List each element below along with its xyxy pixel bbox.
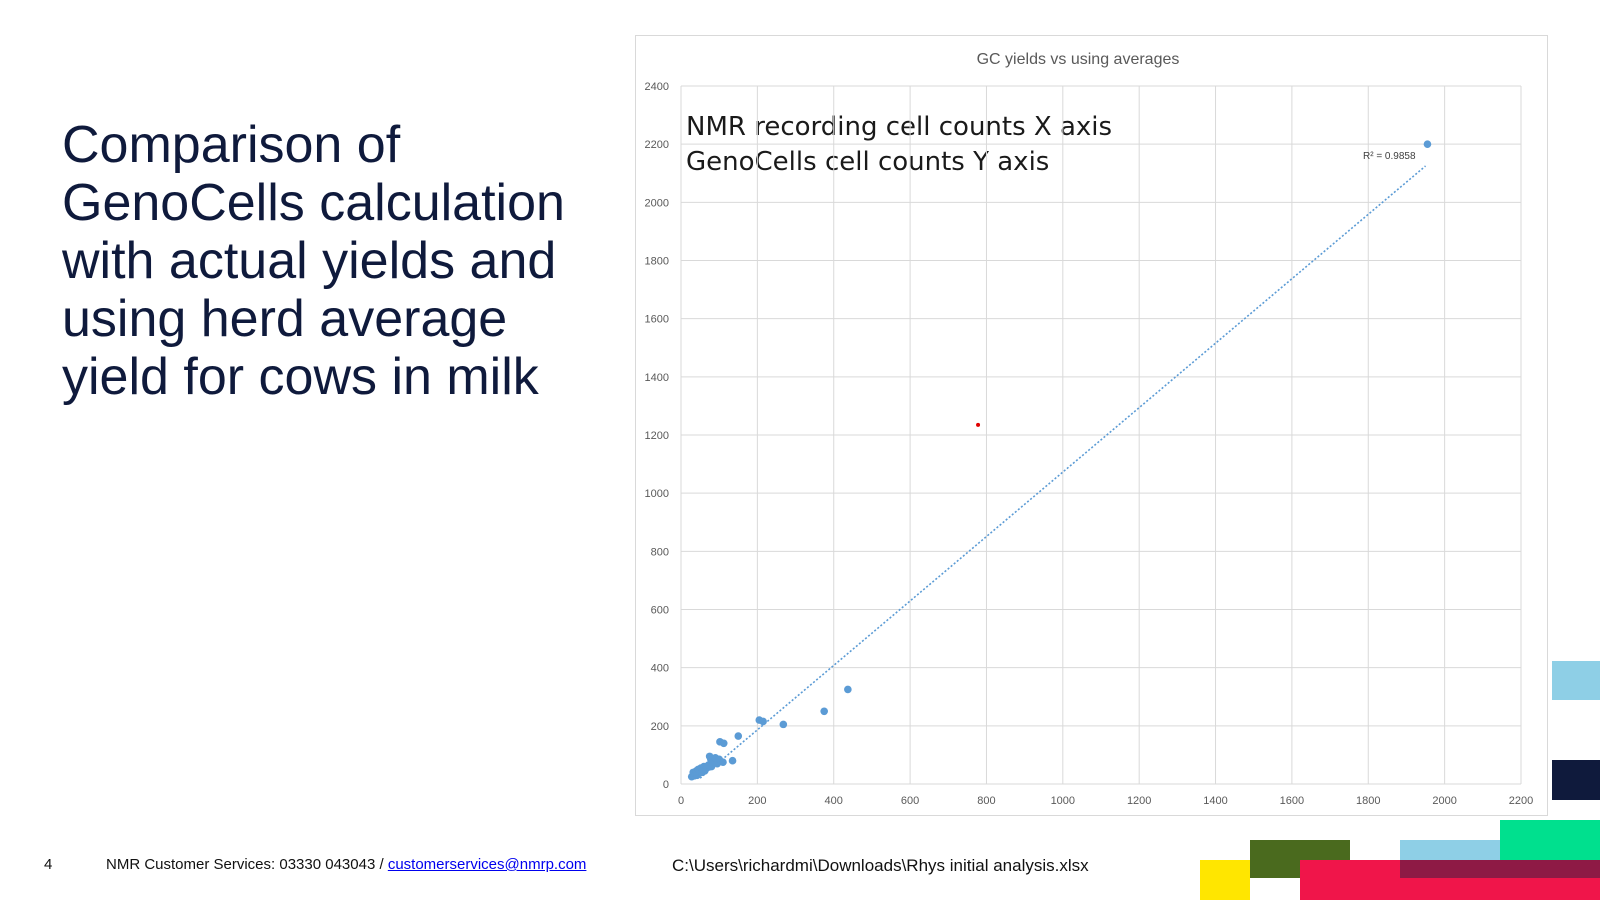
scatter-chart: GC yields vs using averages NMR recordin…	[645, 51, 1534, 807]
y-tick-label: 1600	[645, 314, 669, 326]
outlier-point	[976, 422, 981, 427]
chart-annotation-x-axis: NMR recording cell counts X axis	[686, 112, 1112, 142]
chart-area: GC yields vs using averages NMR recordin…	[635, 35, 1548, 816]
contact-text: NMR Customer Services: 03330 043043 /	[106, 856, 388, 873]
chart-annotation-y-axis: GenoCells cell counts Y axis	[686, 147, 1049, 177]
page-number: 4	[44, 856, 53, 873]
y-tick-label: 1200	[645, 430, 669, 442]
y-tick-label: 0	[663, 779, 669, 791]
x-tick-label: 1400	[1203, 795, 1227, 807]
data-point	[734, 732, 743, 740]
x-axis-ticks: 0 200 400 600 800 1000 1200 1400 1600 1800 2000 220…	[678, 795, 1533, 807]
deco-block-light-blue-bottom	[1400, 840, 1500, 860]
y-tick-label: 2000	[645, 197, 669, 209]
y-tick-label: 2400	[645, 81, 669, 93]
data-points	[687, 140, 1432, 781]
deco-block-green	[1500, 820, 1600, 860]
x-tick-label: 400	[825, 795, 843, 807]
y-axis-ticks: 0 200 400 600 800 1000 1200 1400 1600 1800 2000 220…	[645, 81, 669, 791]
chart-grid	[680, 85, 1522, 785]
x-tick-label: 1000	[1051, 795, 1075, 807]
y-tick-label: 1800	[645, 256, 669, 268]
trendline: R² = 0.9858	[699, 151, 1427, 779]
x-tick-label: 1200	[1127, 795, 1151, 807]
y-tick-label: 1400	[645, 372, 669, 384]
x-tick-label: 1800	[1356, 795, 1380, 807]
x-tick-label: 0	[678, 795, 684, 807]
y-tick-label: 400	[651, 663, 669, 675]
deco-block-yellow	[1200, 860, 1250, 900]
data-point	[779, 720, 788, 729]
x-tick-label: 1600	[1280, 795, 1304, 807]
x-tick-label: 200	[748, 795, 766, 807]
x-tick-label: 800	[977, 795, 995, 807]
data-point	[728, 756, 737, 765]
email-link[interactable]: customerservices@nmrp.com	[387, 856, 587, 873]
x-tick-label: 600	[901, 795, 919, 807]
y-tick-label: 2200	[645, 139, 669, 151]
y-tick-label: 800	[651, 546, 669, 558]
file-path: C:\Users\richardmi\Downloads\Rhys initia…	[672, 856, 1089, 875]
data-point	[719, 739, 728, 748]
deco-block-light-blue-right	[1552, 661, 1600, 700]
x-tick-label: 2200	[1509, 795, 1533, 807]
deco-block-navy-right	[1552, 760, 1600, 800]
slide-title: Comparison of GenoCells calculation with…	[62, 116, 565, 406]
y-tick-label: 600	[651, 605, 669, 617]
data-point	[719, 758, 727, 766]
trendline-r2-label: R² = 0.9858	[1363, 151, 1416, 162]
data-point	[820, 707, 828, 716]
data-point	[1423, 140, 1432, 148]
x-tick-label: 2000	[1432, 795, 1456, 807]
data-point	[759, 717, 767, 726]
y-tick-label: 200	[651, 721, 669, 733]
deco-block-maroon	[1400, 860, 1600, 878]
y-tick-label: 1000	[645, 488, 669, 500]
data-point	[844, 685, 852, 694]
footer-contact: NMR Customer Services: 03330 043043 / cu…	[106, 856, 586, 873]
chart-title: GC yields vs using averages	[977, 51, 1180, 68]
